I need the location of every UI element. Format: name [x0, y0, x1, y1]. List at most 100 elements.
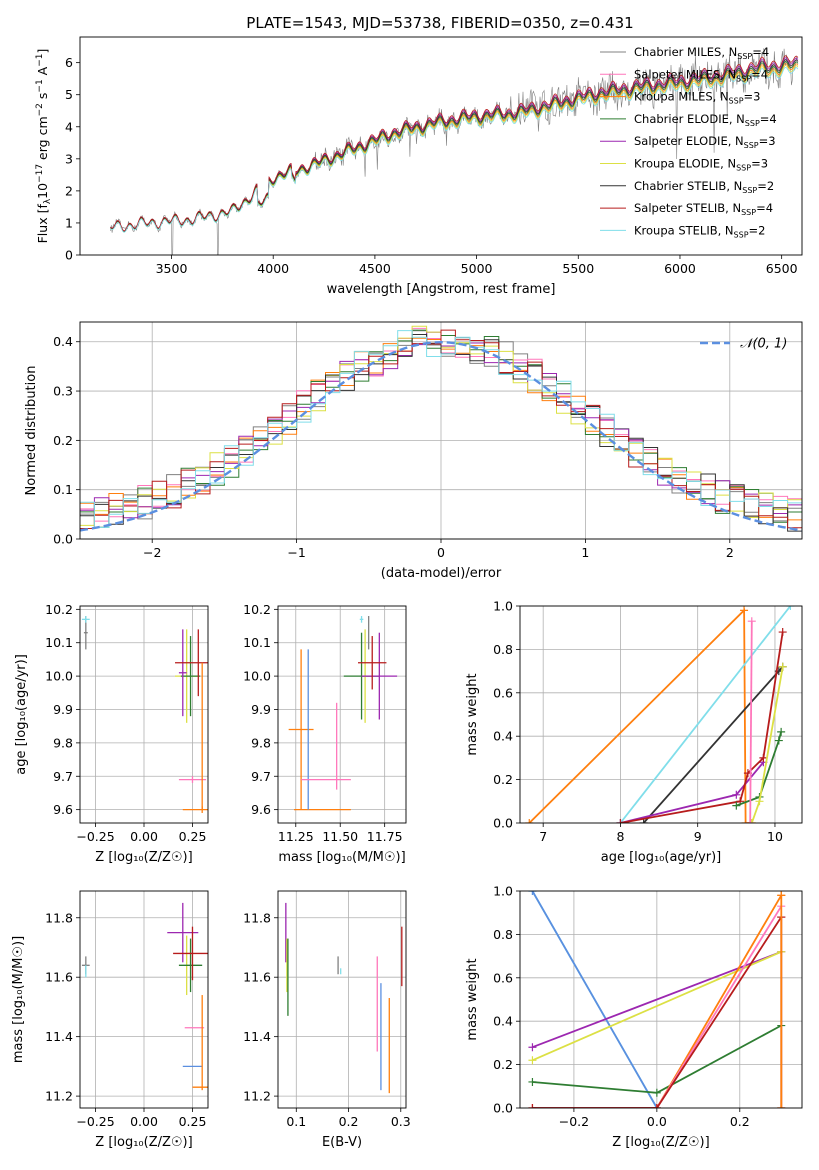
y-label-part: −1	[35, 79, 45, 92]
weight-marker	[732, 801, 741, 810]
legend-sub: SSP	[745, 119, 760, 128]
weight-marker	[777, 727, 786, 736]
weight-lines	[525, 606, 795, 823]
data-spectrum-line	[110, 48, 799, 255]
x-tick-label: 6500	[766, 261, 798, 276]
y-tick-label: 0.4	[53, 334, 73, 349]
age_vs_mass-x-axis-label: mass [log₁₀(M/M☉)]	[278, 850, 405, 865]
spectrum-y-axis-label: Flux [fλ10−17 erg cm−2 s−1 A−1]	[35, 49, 53, 244]
errorbars	[288, 616, 398, 811]
x-tick-label: −0.25	[76, 1114, 114, 1129]
y-label-part: −2	[35, 103, 45, 116]
y-label-part: λ	[43, 198, 53, 204]
x-tick-label: −0.25	[76, 829, 114, 844]
legend-sub: SSP	[729, 97, 744, 106]
histogram-step	[80, 329, 802, 529]
y-tick-label: 10.2	[243, 602, 271, 617]
y-tick-label: 4	[65, 119, 73, 134]
legend-entry: Salpeter STELIB, NSSP=4	[634, 201, 773, 217]
weight-marker	[777, 891, 786, 900]
y-tick-label: 1.0	[493, 599, 513, 614]
legend-sub: SSP	[734, 230, 749, 239]
weight-line	[620, 631, 784, 823]
x-tick-label: 11.25	[278, 829, 314, 844]
weight_vs_Z-y-axis-label: mass weight	[465, 958, 480, 1040]
weight_vs_age-x-axis-label: age [log₁₀(age/yr)]	[601, 850, 722, 865]
residuals-y-axis-label: Normed distribution	[24, 366, 39, 496]
y-tick-label: 1	[65, 215, 73, 230]
legend-label: Chabrier ELODIE, N	[634, 112, 745, 126]
errorbars	[285, 902, 403, 1094]
weight-marker	[741, 819, 750, 823]
y-tick-label: 0.1	[53, 482, 73, 497]
legend-sub: SSP	[736, 74, 751, 83]
y-tick-label: 9.8	[53, 735, 73, 750]
legend-sub: SSP	[744, 141, 759, 150]
y-tick-label: 9.7	[53, 769, 73, 784]
axes-frame	[519, 890, 803, 1109]
weight-marker	[746, 819, 755, 823]
weight-vs-metallicity-panel: −0.2 0.0 0.2 0.0 0.2 0.4 0.6 0.8 1.0 Z [log₁₀(Z/Z…	[465, 884, 803, 1150]
mass-vs-metallicity-panel: −0.25 0.00 0.25 11.2 11.4 11.6 11.8 Z [log₁₀(Z/…	[11, 890, 209, 1150]
weight-marker	[755, 797, 764, 806]
weight-marker	[786, 606, 795, 610]
y-tick-label: 9.8	[251, 735, 271, 750]
weight-marker	[747, 617, 756, 626]
y-tick-label: 0.0	[53, 532, 73, 547]
y-tick-label: 10.0	[45, 669, 73, 684]
legend-tail: =3	[744, 90, 761, 104]
legend-sub: SSP	[737, 52, 752, 61]
legend-entry: Kroupa STELIB, NSSP=2	[634, 223, 765, 239]
weight-marker	[639, 819, 648, 823]
legend-entry: Kroupa ELODIE, NSSP=3	[634, 157, 768, 173]
y-tick-label: 11.2	[45, 1089, 73, 1104]
legend-entry: Chabrier ELODIE, NSSP=4	[634, 112, 777, 128]
legend-tail: =4	[756, 201, 773, 215]
weight-vs-age-panel: 7 8 9 10 0.0 0.2 0.4 0.6 0.8 1.0 age [log₁₀(age/yr…	[465, 599, 803, 865]
legend-label: Kroupa ELODIE, N	[634, 157, 736, 171]
y-label-part: ]	[35, 49, 50, 54]
mass_vs_Z-y-axis-label: mass [log₁₀(M/M☉)]	[11, 936, 26, 1063]
weight-marker	[528, 1056, 537, 1065]
axes-frame	[277, 605, 407, 824]
x-tick-label: 0.25	[179, 1114, 207, 1129]
weight-line	[532, 950, 782, 1062]
spectrum-x-axis-label: wavelength [Angstrom, rest frame]	[327, 282, 556, 297]
weight-marker	[652, 1088, 661, 1097]
x-tick-label: 0.3	[391, 1114, 411, 1129]
model-spectrum-line	[110, 55, 799, 232]
x-tick-label: 0.2	[730, 1114, 750, 1129]
y-tick-label: 0.6	[493, 970, 513, 985]
spectrum-lines	[110, 48, 799, 255]
legend-label: Chabrier STELIB, N	[634, 179, 742, 193]
legend-label: Chabrier MILES, N	[634, 45, 737, 59]
normal-curve	[80, 340, 802, 532]
x-tick-label: 8	[616, 829, 624, 844]
axes-frame	[519, 605, 803, 824]
x-tick-label: −2	[143, 545, 161, 560]
legend-tail: =4	[752, 45, 769, 59]
x-tick-label: −0.2	[559, 1114, 589, 1129]
axes-frame	[79, 890, 209, 1109]
legend-tail: =3	[759, 134, 776, 148]
weight-line	[532, 905, 783, 1108]
y-tick-label: 9.9	[53, 702, 73, 717]
axes-frame	[277, 890, 407, 1109]
y-tick-label: 9.6	[53, 802, 73, 817]
y-tick-label: 10.2	[45, 602, 73, 617]
y-tick-label: 0.8	[493, 642, 513, 657]
y-label-part: erg cm	[35, 116, 50, 164]
x-tick-label: 0.25	[179, 829, 207, 844]
x-tick-label: 6000	[664, 261, 696, 276]
y-tick-label: 11.4	[45, 1029, 73, 1044]
weight-marker	[747, 819, 756, 823]
legend-tail: =2	[749, 223, 766, 237]
legend-tail: =3	[751, 157, 768, 171]
y-tick-label: 0.0	[493, 816, 513, 831]
weight-marker	[777, 1104, 786, 1108]
legend-entry: Salpeter ELODIE, NSSP=3	[634, 134, 776, 150]
model-spectrum-line	[110, 66, 799, 233]
weight-marker	[778, 628, 787, 637]
legend-sub: SSP	[742, 186, 757, 195]
x-tick-label: 9	[694, 829, 702, 844]
